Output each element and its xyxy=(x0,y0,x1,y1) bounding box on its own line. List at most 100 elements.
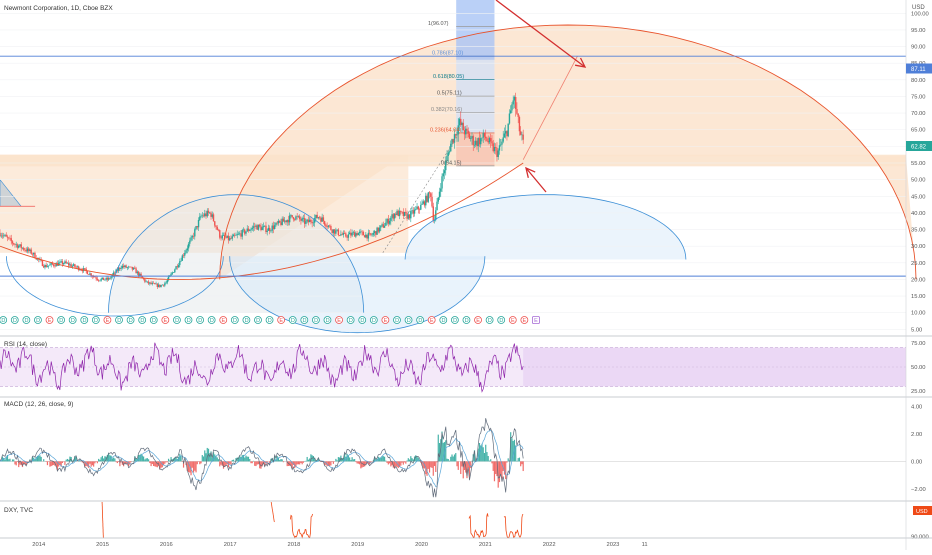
candle-body xyxy=(183,255,184,256)
event-marker-label: D xyxy=(117,318,121,324)
candle-body xyxy=(273,226,274,229)
candle-body xyxy=(405,212,406,213)
candle-body xyxy=(227,236,228,238)
candle-body xyxy=(134,268,135,269)
candle-body xyxy=(47,266,48,267)
macd-hist-bar xyxy=(486,452,487,461)
price-tick-label: 80.00 xyxy=(911,78,926,84)
macd-hist-bar xyxy=(14,461,15,464)
candle-body xyxy=(471,136,472,138)
candle-body xyxy=(380,225,381,227)
candle-body xyxy=(69,264,70,265)
macd-hist-bar xyxy=(98,459,99,462)
candle-body xyxy=(351,233,352,236)
candle-body xyxy=(87,271,88,274)
candle-body xyxy=(488,141,489,142)
candle-body xyxy=(167,280,168,282)
candle-body xyxy=(173,272,174,273)
candle-body xyxy=(384,226,385,228)
candle-body xyxy=(190,237,191,240)
macd-hist-bar xyxy=(350,460,351,461)
macd-hist-bar xyxy=(450,457,451,462)
macd-hist-bar xyxy=(454,454,455,461)
candle-body xyxy=(344,233,345,234)
candle-body xyxy=(174,269,175,272)
event-marker-label: D xyxy=(303,318,307,324)
event-marker-label: D xyxy=(291,318,295,324)
macd-hist-bar xyxy=(52,461,53,465)
event-marker-label: D xyxy=(82,318,86,324)
event-marker-label: E xyxy=(48,318,52,324)
candle-body xyxy=(288,220,289,222)
candle-body xyxy=(258,225,259,230)
macd-hist-bar xyxy=(429,461,430,472)
candle-body xyxy=(244,230,245,234)
event-marker-label: E xyxy=(279,318,283,324)
candle-body xyxy=(243,230,244,231)
candle-body xyxy=(455,134,456,135)
candle-body xyxy=(489,138,490,142)
candle-body xyxy=(114,273,115,274)
candle-body xyxy=(393,214,394,218)
event-marker-label: D xyxy=(360,318,364,324)
candle-body xyxy=(150,283,151,284)
candle-body xyxy=(469,134,470,139)
candle-body xyxy=(54,266,55,267)
candle-body xyxy=(391,214,392,218)
macd-hist-bar xyxy=(458,461,459,470)
macd-hist-bar xyxy=(68,460,69,462)
candle-body xyxy=(459,119,460,125)
macd-hist-bar xyxy=(245,456,246,462)
candle-body xyxy=(521,135,522,136)
macd-hist-bar xyxy=(283,461,284,462)
macd-hist-bar xyxy=(144,459,145,461)
macd-hist-bar xyxy=(167,461,168,462)
macd-hist-bar xyxy=(446,459,447,462)
time-tick-label: 2017 xyxy=(224,542,237,548)
macd-hist-bar xyxy=(147,458,148,461)
candle-body xyxy=(21,244,22,248)
macd-hist-bar xyxy=(91,461,92,466)
macd-hist-bar xyxy=(229,461,230,463)
macd-hist-bar xyxy=(358,461,359,463)
event-marker-label: D xyxy=(71,318,75,324)
candle-body xyxy=(276,223,277,224)
price-tick-label: 95.00 xyxy=(911,28,926,34)
candle-body xyxy=(155,284,156,285)
macd-hist-bar xyxy=(405,461,406,463)
time-tick-label: 2020 xyxy=(415,542,428,548)
event-marker-label: D xyxy=(453,318,457,324)
macd-hist-bar xyxy=(449,461,450,462)
candle-body xyxy=(464,130,465,134)
candle-body xyxy=(239,233,240,234)
macd-hist-bar xyxy=(182,461,183,462)
candle-body xyxy=(498,151,499,157)
candle-body xyxy=(152,283,153,284)
macd-tick-label: −2.00 xyxy=(911,487,926,493)
chart-title: Newmont Corporation, 1D, Cboe BZX xyxy=(4,5,113,12)
candle-body xyxy=(338,230,339,236)
macd-hist-bar xyxy=(300,461,301,463)
candle-body xyxy=(441,176,442,188)
candle-body xyxy=(499,145,500,150)
candle-body xyxy=(262,227,263,230)
macd-hist-bar xyxy=(303,461,304,462)
candle-body xyxy=(326,227,327,228)
macd-hist-bar xyxy=(298,461,299,464)
candle-body xyxy=(349,233,350,235)
price-tick-label: 55.00 xyxy=(911,161,926,167)
candle-body xyxy=(340,234,341,235)
rsi-tick-label: 75.00 xyxy=(911,341,926,347)
candle-body xyxy=(223,235,224,236)
candle-body xyxy=(230,238,231,239)
candle-body xyxy=(465,129,466,135)
candle-body xyxy=(315,215,316,218)
candle-body xyxy=(381,224,382,225)
macd-hist-bar xyxy=(484,453,485,461)
candle-body xyxy=(318,217,319,218)
candle-body xyxy=(385,223,386,226)
macd-hist-bar xyxy=(152,461,153,464)
candle-body xyxy=(202,216,203,217)
candle-body xyxy=(139,274,140,276)
